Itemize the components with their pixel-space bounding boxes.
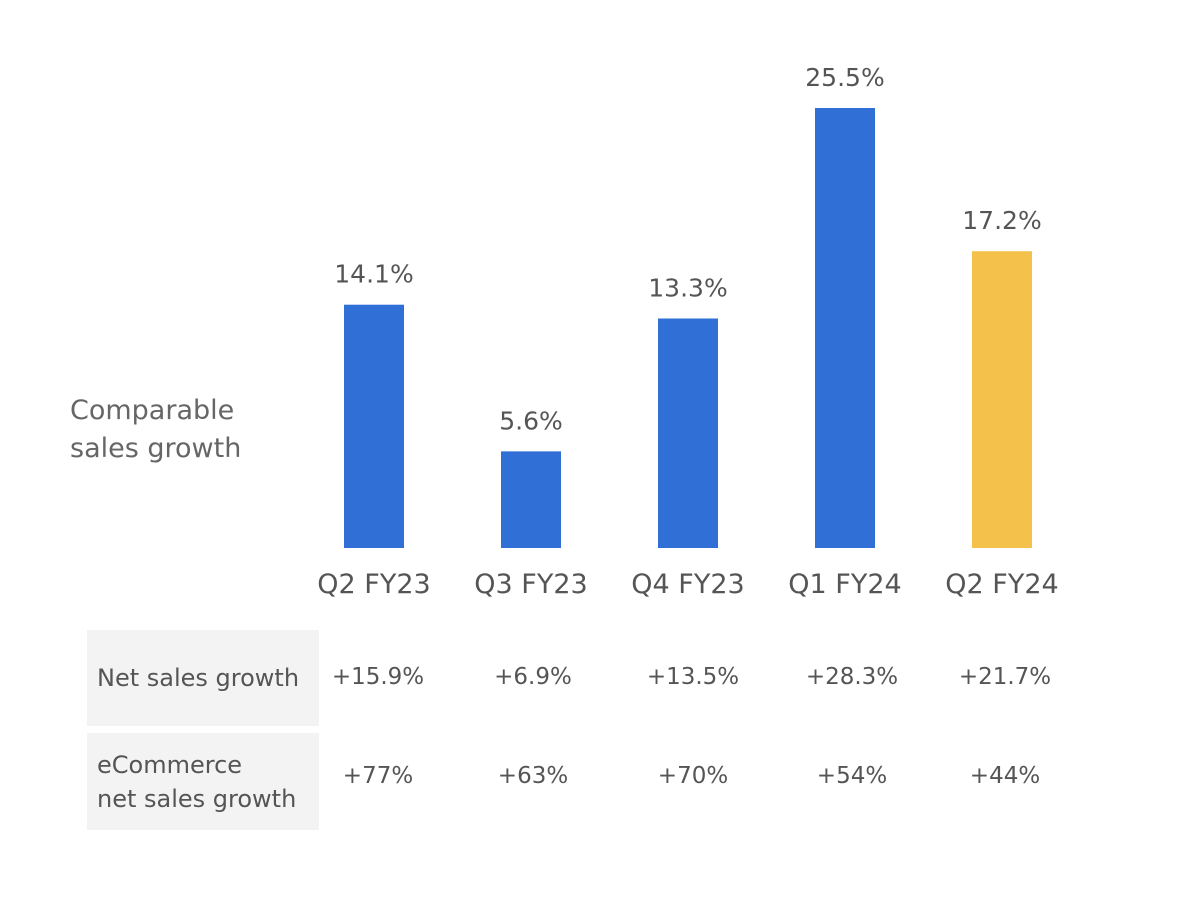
- series-label: Comparable sales growth: [70, 392, 241, 468]
- x-tick-label: Q2 FY24: [945, 569, 1058, 600]
- table-cell: +15.9%: [331, 664, 425, 690]
- x-tick-label: Q3 FY23: [474, 569, 587, 600]
- data-label: 25.5%: [805, 63, 884, 92]
- row-header-line: net sales growth: [97, 784, 297, 813]
- row-header-net-sales-growth: Net sales growth: [87, 630, 319, 726]
- x-tick-label: Q4 FY23: [631, 569, 744, 600]
- table-cell: +77%: [342, 763, 414, 789]
- table-cell: +63%: [497, 763, 569, 789]
- series-label-line-1: Comparable: [70, 395, 235, 426]
- table-cell: +44%: [969, 763, 1041, 789]
- bar-chart: 14.1% Q2 FY23 5.6% Q3 FY23 13.3% Q4 FY23 25.5%…: [317, 63, 1058, 600]
- series-label-line-2: sales growth: [70, 433, 242, 464]
- table-cell: +70%: [657, 763, 729, 789]
- table-cell: +54%: [816, 763, 888, 789]
- table-cell: +28.3%: [805, 664, 899, 690]
- row-header-line: eCommerce: [97, 750, 243, 779]
- data-label: 5.6%: [499, 406, 563, 435]
- table-cell: +6.9%: [494, 664, 572, 690]
- bar-q4-fy23: [658, 318, 718, 548]
- bar-q2-fy23: [344, 304, 404, 548]
- bar-q3-fy23: [501, 451, 561, 548]
- data-label: 17.2%: [962, 206, 1041, 235]
- table-cell: +13.5%: [646, 664, 740, 690]
- x-tick-label: Q2 FY23: [317, 569, 430, 600]
- row-header-ecommerce-net-sales-growth: eCommerce net sales growth: [87, 733, 319, 830]
- data-label: 14.1%: [334, 260, 413, 289]
- bar-q1-fy24: [815, 108, 875, 548]
- x-tick-label: Q1 FY24: [788, 569, 901, 600]
- data-label: 13.3%: [648, 274, 727, 303]
- table-cell: +21.7%: [958, 664, 1052, 690]
- row-header-line: Net sales growth: [97, 664, 300, 692]
- bar-q2-fy24: [972, 251, 1032, 548]
